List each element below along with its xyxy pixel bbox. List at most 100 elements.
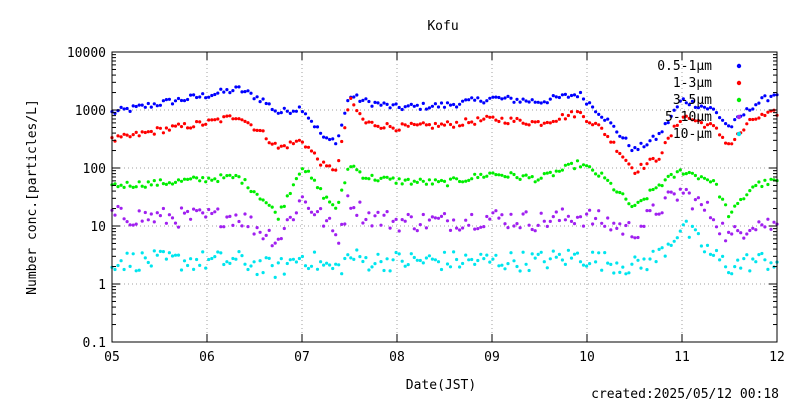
data-point [708, 106, 713, 110]
data-point [433, 178, 437, 182]
data-point [222, 90, 226, 94]
data-point [618, 134, 622, 138]
data-point [458, 228, 462, 232]
data-point [627, 271, 631, 275]
data-point [228, 214, 232, 218]
data-point [467, 121, 471, 125]
data-point [158, 103, 162, 107]
data-point [693, 105, 698, 109]
data-point [119, 259, 123, 263]
data-point [237, 85, 241, 89]
data-point [666, 242, 670, 246]
data-point [161, 250, 165, 254]
data-point [536, 223, 540, 227]
data-point [521, 121, 525, 125]
data-point [630, 148, 634, 153]
data-point [657, 212, 661, 216]
data-point [306, 145, 311, 149]
legend: 0.5-1μm 1-3μm 3-5μm 5-10μm 10-μm [657, 59, 742, 142]
data-point [143, 185, 147, 189]
data-point [267, 102, 271, 106]
data-point [739, 197, 743, 202]
data-point [322, 196, 326, 200]
data-point [763, 258, 767, 262]
data-point [648, 257, 652, 261]
data-point [455, 120, 459, 124]
data-point [352, 206, 356, 210]
data-point [131, 133, 135, 137]
data-point [612, 271, 616, 275]
data-point [379, 103, 383, 107]
data-point [705, 178, 710, 182]
data-point [745, 193, 749, 197]
data-point [500, 173, 504, 177]
data-point [581, 224, 586, 228]
data-point [482, 257, 486, 261]
data-points [110, 85, 779, 279]
legend-marker [736, 114, 742, 120]
data-point [763, 178, 767, 182]
data-point [485, 99, 489, 103]
data-point [424, 226, 428, 230]
data-point [663, 196, 667, 200]
data-point [733, 137, 737, 142]
data-point [134, 130, 138, 134]
data-point [699, 121, 704, 125]
data-point [140, 130, 144, 134]
data-point [648, 188, 652, 192]
data-point [612, 221, 616, 225]
data-point [675, 123, 679, 127]
data-point [470, 120, 474, 124]
data-point [455, 177, 459, 181]
data-point [445, 219, 450, 223]
data-point [361, 259, 365, 264]
data-point [476, 175, 480, 180]
data-point [521, 212, 525, 216]
data-point [282, 106, 286, 110]
data-point [524, 262, 528, 266]
data-point [179, 268, 184, 272]
data-point [766, 110, 770, 114]
data-point [361, 98, 365, 102]
data-point [213, 255, 217, 259]
data-point [237, 175, 241, 179]
data-point [578, 215, 583, 219]
data-point [116, 134, 120, 138]
data-point [560, 207, 565, 211]
data-point [186, 209, 190, 214]
data-point [346, 108, 350, 112]
data-point [331, 229, 335, 233]
data-point [192, 207, 196, 211]
data-point [733, 265, 737, 269]
data-point [542, 260, 546, 264]
data-point [179, 179, 184, 183]
data-point [557, 169, 562, 173]
data-point [536, 120, 540, 124]
data-point [240, 254, 244, 258]
data-point [494, 118, 498, 122]
data-point [421, 179, 425, 183]
data-point [276, 217, 280, 221]
data-point [303, 145, 308, 149]
data-point [621, 192, 625, 196]
data-point [645, 197, 649, 201]
data-point [267, 256, 271, 260]
data-point [315, 125, 320, 129]
data-point [696, 106, 701, 110]
data-point [370, 104, 374, 108]
data-point [521, 250, 525, 254]
y-tick-label: 100 [83, 162, 106, 177]
data-point [527, 268, 531, 273]
data-point [533, 120, 537, 124]
data-point [606, 134, 610, 139]
data-point [379, 126, 383, 130]
data-point [343, 181, 347, 185]
data-point [696, 232, 701, 236]
data-point [681, 223, 685, 227]
data-point [315, 267, 320, 271]
data-point [282, 272, 286, 276]
data-point [355, 213, 359, 217]
data-point [769, 227, 773, 231]
data-point [300, 254, 304, 259]
